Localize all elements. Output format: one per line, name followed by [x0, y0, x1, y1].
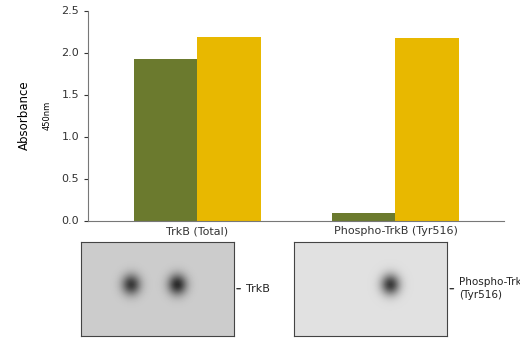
Text: +: + — [384, 348, 394, 350]
Text: Phospho-TrkB
(Tyr516): Phospho-TrkB (Tyr516) — [460, 277, 520, 300]
Text: 450nm: 450nm — [42, 101, 51, 130]
Bar — [332, 213, 395, 220]
Text: Absorbance: Absorbance — [18, 81, 30, 150]
Bar — [198, 37, 261, 220]
Bar — [395, 38, 459, 220]
Text: −: − — [121, 348, 132, 350]
Bar — [134, 59, 198, 220]
Text: TrkB: TrkB — [246, 284, 270, 294]
Text: +: + — [171, 348, 181, 350]
Text: −: − — [334, 348, 345, 350]
